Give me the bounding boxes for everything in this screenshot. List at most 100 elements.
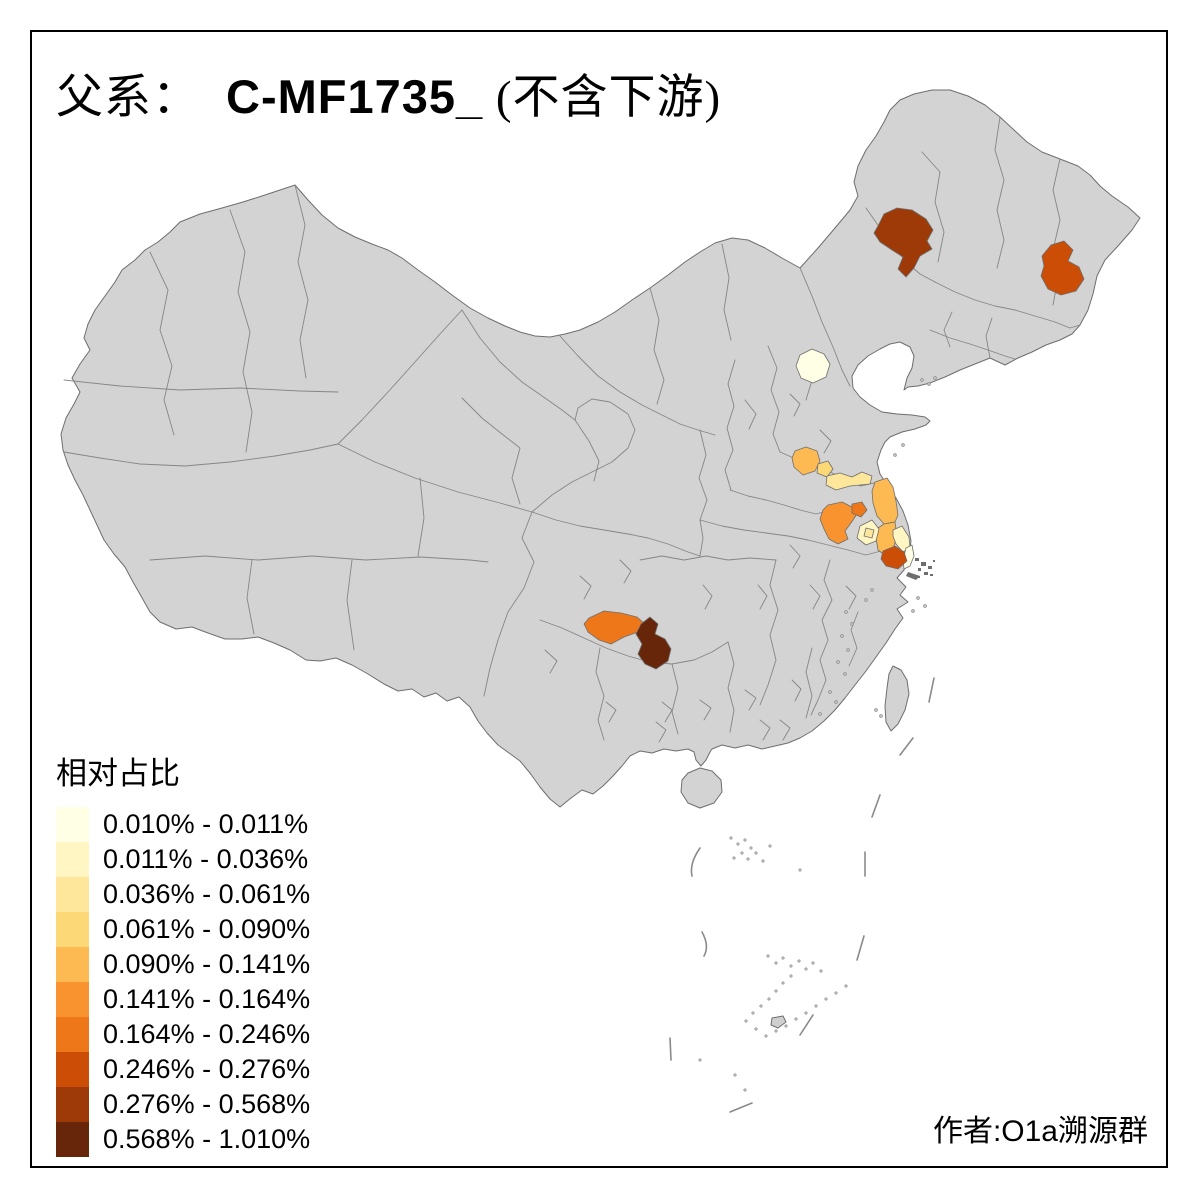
region-beijing bbox=[795, 348, 831, 384]
region-shandong-c bbox=[825, 471, 873, 491]
islet-dot bbox=[804, 1011, 808, 1015]
islet-dot bbox=[764, 1034, 768, 1038]
islet-dot bbox=[781, 981, 785, 985]
legend-swatch bbox=[56, 1122, 89, 1157]
china-mainland bbox=[60, 89, 1141, 808]
islet-dot bbox=[740, 851, 744, 855]
taiwan-island bbox=[884, 665, 910, 732]
islet-dot bbox=[784, 1024, 788, 1028]
region-northeast-west bbox=[873, 207, 934, 278]
islet-dot bbox=[746, 857, 750, 861]
islet-dot bbox=[834, 991, 838, 995]
legend-title: 相对占比 bbox=[56, 756, 180, 791]
islet-dot bbox=[767, 997, 771, 1001]
islet-dot bbox=[774, 961, 778, 965]
islet-dot bbox=[789, 974, 793, 978]
legend-rows: 0.010% - 0.011% 0.011% - 0.036% 0.036% - 0… bbox=[56, 807, 310, 1157]
islet-dot bbox=[761, 859, 765, 863]
title-haplogroup-code: C-MF1735_ bbox=[226, 70, 484, 123]
islet-dot bbox=[811, 961, 815, 965]
islet-dot bbox=[850, 622, 854, 626]
islet-dot bbox=[874, 708, 878, 712]
legend-swatch bbox=[56, 947, 89, 982]
legend-label: 0.036% - 0.061% bbox=[103, 879, 311, 909]
islet-dot bbox=[743, 1088, 747, 1092]
islet-dot bbox=[798, 868, 802, 872]
islet-dot bbox=[893, 453, 897, 457]
province-borders bbox=[63, 116, 1081, 743]
islet-dot bbox=[749, 846, 753, 850]
islet-dot bbox=[754, 1027, 758, 1031]
islet-dot bbox=[781, 956, 785, 960]
page-title: 父系： C-MF1735_ (不含下游) bbox=[56, 58, 721, 127]
islet-dot bbox=[766, 954, 770, 958]
islet-dot bbox=[759, 1004, 763, 1008]
legend-swatch bbox=[56, 1087, 89, 1122]
legend-label: 0.090% - 0.141% bbox=[103, 949, 311, 979]
islet-dot bbox=[901, 443, 905, 447]
region-shandong-b bbox=[816, 460, 834, 478]
legend-label: 0.061% - 0.090% bbox=[103, 914, 311, 944]
islet-dot bbox=[729, 836, 733, 840]
islet-dot bbox=[797, 959, 801, 963]
region-guizhou-west bbox=[635, 616, 672, 670]
legend: 相对占比 0.010% - 0.011% 0.011% - 0.036% 0.036… bbox=[56, 748, 310, 1157]
legend-row: 0.164% - 0.246% bbox=[56, 1017, 310, 1052]
legend-swatch bbox=[56, 1017, 89, 1052]
islet-dot bbox=[698, 1058, 702, 1062]
islet-dot bbox=[840, 634, 844, 638]
legend-row: 0.090% - 0.141% bbox=[56, 947, 310, 982]
islet-dot bbox=[818, 712, 822, 716]
islet-dot bbox=[824, 997, 828, 1001]
islet-dot bbox=[732, 856, 736, 860]
legend-swatch bbox=[56, 982, 89, 1017]
islet-dot bbox=[754, 851, 758, 855]
legend-swatch bbox=[56, 842, 89, 877]
islet-dot bbox=[920, 378, 924, 382]
author-credit: 作者:O1a溯源群 bbox=[932, 1115, 1148, 1148]
region-anhui-b bbox=[851, 501, 868, 518]
legend-label: 0.246% - 0.276% bbox=[103, 1054, 311, 1084]
islet-dot bbox=[844, 610, 848, 614]
legend-row: 0.011% - 0.036% bbox=[56, 842, 310, 877]
region-northeast-east bbox=[1040, 240, 1085, 296]
islet-dot bbox=[774, 1029, 778, 1033]
islet-dot bbox=[736, 842, 740, 846]
islet-dot bbox=[828, 690, 832, 694]
hainan-island bbox=[680, 767, 723, 809]
islet-dot bbox=[744, 1019, 748, 1023]
legend-row: 0.061% - 0.090% bbox=[56, 912, 310, 947]
legend-swatch bbox=[56, 912, 89, 947]
islet-dot bbox=[743, 838, 747, 842]
shanghai-district-cluster bbox=[906, 558, 935, 580]
region-sichuan-south bbox=[583, 610, 646, 645]
region-jiangsu-pale-spot bbox=[863, 527, 875, 539]
south-china-sea-islet bbox=[770, 1015, 787, 1029]
legend-swatch bbox=[56, 1052, 89, 1087]
south-china-sea-islands bbox=[698, 836, 848, 1092]
region-suzhou bbox=[880, 545, 908, 570]
nine-dash-line bbox=[669, 677, 935, 1113]
islet-dot bbox=[846, 648, 850, 652]
islet-dot bbox=[819, 969, 823, 973]
legend-label: 0.164% - 0.246% bbox=[103, 1019, 311, 1049]
region-shandong-a bbox=[791, 446, 821, 476]
legend-row: 0.010% - 0.011% bbox=[56, 807, 310, 842]
legend-row: 0.276% - 0.568% bbox=[56, 1087, 310, 1122]
islet-dot bbox=[733, 1073, 737, 1077]
islet-dot bbox=[870, 588, 874, 592]
islet-dot bbox=[774, 989, 778, 993]
islet-dot bbox=[804, 967, 808, 971]
legend-row: 0.141% - 0.164% bbox=[56, 982, 310, 1017]
choropleth-regions bbox=[583, 207, 1085, 670]
islet-dot bbox=[789, 964, 793, 968]
legend-row: 0.036% - 0.061% bbox=[56, 877, 310, 912]
legend-swatch bbox=[56, 877, 89, 912]
islet-dot bbox=[836, 660, 840, 664]
legend-row: 0.568% - 1.010% bbox=[56, 1122, 310, 1157]
islet-dot bbox=[879, 714, 883, 718]
legend-label: 0.141% - 0.164% bbox=[103, 984, 311, 1014]
legend-row: 0.246% - 0.276% bbox=[56, 1052, 310, 1087]
islet-dot bbox=[768, 844, 772, 848]
